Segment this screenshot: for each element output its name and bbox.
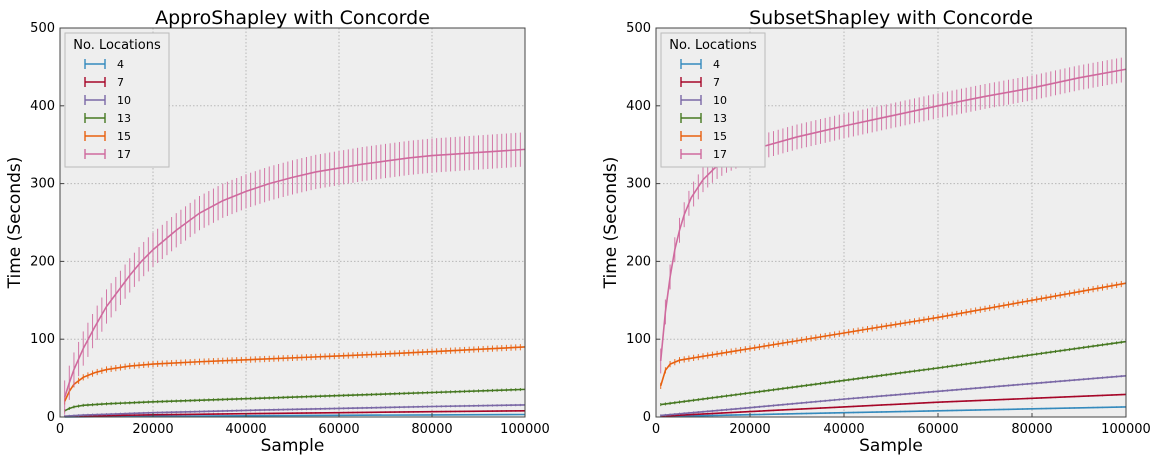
series-7	[660, 393, 1127, 418]
x-tick-label: 80000	[411, 422, 452, 437]
legend-entry: 17	[680, 148, 727, 161]
series-line	[660, 374, 1127, 417]
y-tick-label: 200	[626, 254, 651, 269]
legend-entry: 7	[680, 76, 720, 89]
series-line	[660, 406, 1127, 418]
x-axis-label: Sample	[859, 436, 923, 456]
series-line	[660, 393, 1127, 418]
y-tick-label: 400	[626, 99, 651, 114]
series-17	[63, 132, 526, 415]
series-10	[660, 374, 1127, 417]
x-tick-label: 60000	[917, 422, 958, 437]
x-tick-label: 100000	[500, 422, 550, 437]
legend-label: 10	[713, 94, 727, 107]
chart-panel-1: 0 20000 40000 60000 80000 100000 0 100 200 300 400…	[5, 7, 550, 456]
x-axis-label: Sample	[261, 436, 325, 456]
x-tick-label: 100000	[1101, 422, 1151, 437]
legend-entry: 10	[84, 94, 131, 107]
legend-label: 4	[713, 58, 720, 71]
legend-label: 7	[117, 76, 124, 89]
legend-label: 13	[713, 112, 727, 125]
legend-label: 17	[713, 148, 727, 161]
legend-entry: 10	[680, 94, 727, 107]
legend-entry: 17	[84, 148, 131, 161]
x-tick-label: 20000	[132, 422, 173, 437]
x-tick-label: 20000	[729, 422, 770, 437]
legend-entry: 4	[680, 58, 720, 71]
x-tick-label: 0	[56, 422, 64, 437]
series-10	[64, 403, 526, 418]
legend-entry: 15	[680, 130, 727, 143]
legend-label: 15	[117, 130, 131, 143]
legend-entry: 4	[84, 58, 124, 71]
y-tick-label: 300	[626, 177, 651, 192]
legend-entry: 13	[84, 112, 131, 125]
x-tick-label: 80000	[1011, 422, 1052, 437]
y-tick-label: 200	[30, 254, 55, 269]
series-line	[64, 409, 526, 418]
legend-box	[660, 32, 766, 168]
series-line	[64, 388, 526, 412]
series-line	[64, 404, 526, 418]
chart-panel-2: 0 20000 40000 60000 80000 100000 0 100 200 300 400…	[601, 7, 1151, 456]
legend-label: 7	[713, 76, 720, 89]
plot-frame	[655, 27, 1127, 418]
y-tick-label: 500	[626, 21, 651, 36]
series-line	[63, 346, 526, 402]
legend-title: No. Locations	[669, 38, 757, 53]
legend-label: 10	[117, 94, 131, 107]
legend-label: 4	[117, 58, 124, 71]
legend-label: 17	[117, 148, 131, 161]
legend-title: No. Locations	[73, 38, 161, 53]
legend: No. Locations 4 7 10 13 15 17	[660, 32, 766, 168]
legend-entry: 15	[84, 130, 131, 143]
chart-title: SubsetShapley with Concorde	[749, 7, 1033, 29]
y-axis-label: Time (Seconds)	[601, 157, 621, 290]
legend-label: 15	[713, 130, 727, 143]
legend-entry: 7	[84, 76, 124, 89]
legend-box	[64, 32, 170, 168]
y-tick-label: 300	[30, 177, 55, 192]
legend: No. Locations 4 7 10 13 15 17	[64, 32, 170, 168]
y-tick-label: 100	[30, 332, 55, 347]
y-tick-label: 0	[47, 410, 55, 425]
series-15	[659, 280, 1127, 389]
series-4	[660, 406, 1127, 418]
legend-entry: 13	[680, 112, 727, 125]
chart-title: ApproShapley with Concorde	[155, 7, 430, 29]
series-line	[63, 148, 526, 398]
legend-label: 13	[117, 112, 131, 125]
y-axis-label: Time (Seconds)	[5, 157, 25, 290]
x-tick-label: 0	[652, 422, 660, 437]
y-tick-label: 400	[30, 99, 55, 114]
y-tick-label: 100	[626, 332, 651, 347]
y-tick-label: 0	[643, 410, 651, 425]
x-tick-label: 60000	[318, 422, 359, 437]
series-13	[660, 339, 1127, 407]
x-tick-label: 40000	[823, 422, 864, 437]
plot-frame	[59, 27, 526, 418]
series-line	[660, 340, 1127, 406]
series-line	[659, 282, 1127, 387]
y-tick-label: 500	[30, 21, 55, 36]
x-tick-label: 40000	[225, 422, 266, 437]
